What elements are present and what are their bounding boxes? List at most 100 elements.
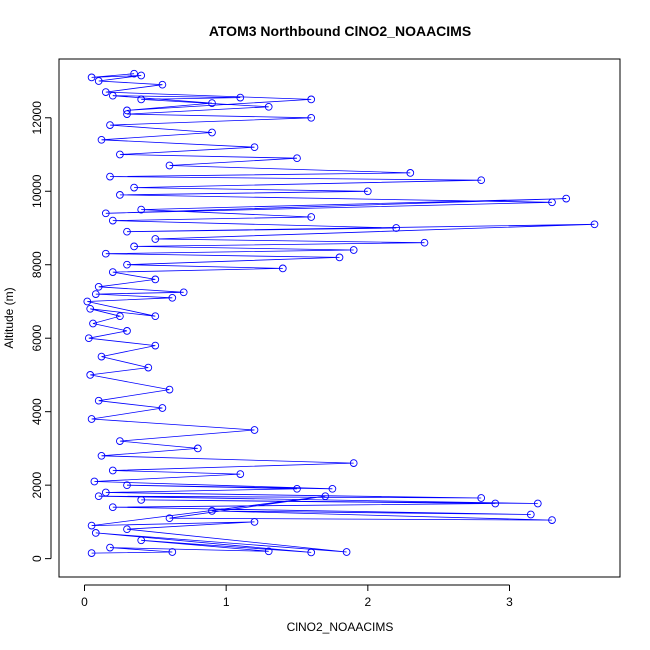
data-point	[123, 260, 131, 269]
data-point	[533, 499, 542, 508]
data-point	[116, 191, 124, 199]
data-point	[349, 246, 358, 254]
data-point	[168, 548, 177, 556]
data-point	[392, 224, 401, 232]
data-point	[123, 481, 131, 490]
y-axis-label: Altitude (m)	[2, 287, 16, 348]
data-point	[236, 470, 245, 478]
data-point	[106, 543, 114, 552]
data-point	[307, 213, 316, 221]
data-point	[151, 235, 160, 243]
data-point	[250, 426, 259, 434]
data-point	[208, 99, 216, 107]
data-point	[165, 514, 174, 523]
data-point	[116, 312, 124, 321]
axes-layer: 0 1 2 3 0 2000 4000 6000 8000 10000 12000	[30, 101, 513, 609]
chart-title: ATOM3 Northbound ClNO2_NOAACIMS	[209, 23, 471, 39]
data-point	[144, 363, 153, 372]
data-point	[250, 143, 259, 152]
data-point	[137, 205, 146, 214]
data-point	[406, 169, 415, 177]
data-point	[179, 288, 188, 297]
data-point	[548, 516, 556, 524]
data-point	[101, 249, 110, 258]
x-tick-label: 2	[364, 595, 371, 609]
data-point	[91, 529, 100, 537]
data-point	[562, 194, 571, 203]
data-point	[101, 88, 110, 96]
data-point	[293, 154, 301, 163]
data-point	[108, 503, 117, 512]
data-point	[168, 293, 177, 302]
plot-frame	[58, 58, 621, 578]
data-point	[106, 121, 114, 129]
data-point	[264, 547, 273, 556]
data-point	[94, 77, 103, 85]
data-point	[250, 518, 259, 526]
y-tick-label: 8000	[30, 251, 44, 278]
data-point	[328, 484, 337, 493]
data-point	[307, 95, 316, 104]
data-point	[342, 548, 351, 556]
data-point	[130, 183, 138, 192]
data-point	[90, 477, 99, 486]
data-point	[137, 71, 146, 80]
x-tick-label: 1	[223, 595, 230, 609]
data-point	[130, 69, 138, 78]
data-point	[193, 444, 202, 453]
data-point	[108, 91, 117, 100]
data-point	[278, 264, 287, 273]
data-point	[165, 161, 174, 170]
data-point	[108, 268, 117, 276]
data-point	[84, 334, 93, 343]
data-point	[94, 396, 103, 405]
data-point	[123, 227, 131, 236]
y-tick-label: 4000	[30, 398, 44, 425]
y-tick-label: 0	[30, 555, 44, 562]
data-point	[264, 102, 273, 111]
data-point	[116, 150, 124, 159]
y-tick-label: 6000	[30, 325, 44, 352]
data-point	[97, 352, 106, 361]
series-line	[87, 73, 595, 554]
data-point	[86, 371, 95, 379]
data-point	[108, 216, 117, 225]
data-point	[94, 282, 103, 291]
data-point	[293, 484, 301, 493]
data-point	[137, 536, 146, 545]
data-point	[87, 521, 96, 530]
x-tick-label: 0	[81, 595, 88, 609]
data-point	[116, 437, 124, 445]
data-point	[89, 319, 97, 328]
data-point	[363, 187, 372, 196]
data-point	[165, 385, 174, 394]
data-point	[477, 494, 486, 502]
data-point	[151, 275, 160, 284]
data-point	[123, 327, 131, 335]
data-point	[94, 492, 103, 501]
data-point	[123, 106, 131, 115]
data-point	[87, 549, 96, 557]
data-point	[158, 80, 167, 89]
data-point	[101, 209, 110, 218]
data-point	[307, 548, 316, 557]
x-tick-label: 3	[506, 595, 513, 609]
data-point	[349, 459, 358, 467]
data-point	[130, 242, 138, 251]
data-point	[548, 198, 556, 207]
data-point	[477, 176, 486, 185]
data-point	[137, 496, 146, 504]
plot-layer	[83, 69, 599, 557]
data-point	[123, 110, 131, 118]
data-point	[526, 510, 535, 519]
data-point	[97, 451, 106, 460]
data-point	[87, 415, 96, 423]
data-point	[97, 135, 106, 144]
data-point	[86, 304, 95, 313]
data-point	[108, 466, 117, 475]
data-point	[137, 95, 146, 104]
data-point	[208, 507, 216, 515]
y-tick-label: 12000	[30, 101, 44, 135]
